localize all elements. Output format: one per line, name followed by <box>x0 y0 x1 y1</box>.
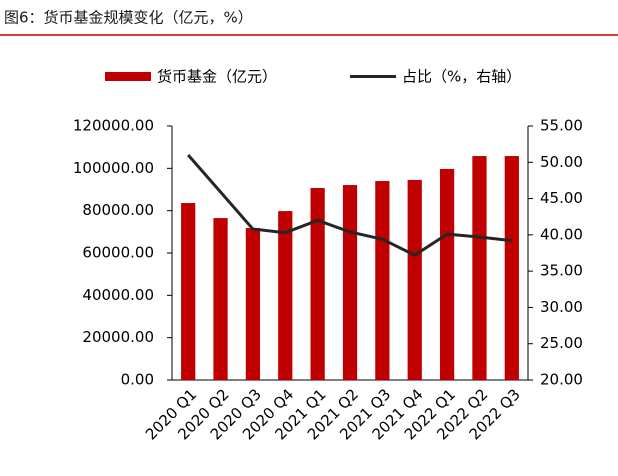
y-tick-label: 40000.00 <box>82 286 154 304</box>
line <box>187 154 512 257</box>
y2-tick-label: 35.00 <box>540 262 583 280</box>
bar <box>439 168 455 380</box>
y2-tick-label: 25.00 <box>540 334 583 352</box>
bar <box>375 181 390 380</box>
y2-tick-label: 50.00 <box>540 153 583 171</box>
y-tick-label: 20000.00 <box>82 328 154 346</box>
bar <box>278 211 293 380</box>
y2-tick-label: 45.00 <box>540 189 583 207</box>
bar <box>504 156 519 380</box>
y-tick-label: 0.00 <box>121 371 154 389</box>
y2-tick-label: 40.00 <box>540 225 583 243</box>
y2-tick-label: 20.00 <box>540 371 583 389</box>
y-tick-label: 120000.00 <box>73 117 154 135</box>
y2-tick-label: 30.00 <box>540 298 583 316</box>
legend-swatch <box>105 72 151 81</box>
legend-label: 占比（%，右轴） <box>402 68 521 86</box>
bar <box>472 156 487 380</box>
bar <box>342 185 358 380</box>
y-tick-label: 80000.00 <box>82 201 154 219</box>
bar <box>245 228 261 380</box>
bar <box>407 179 422 380</box>
bar <box>213 218 228 380</box>
y2-tick-label: 55.00 <box>540 117 583 135</box>
bar <box>181 203 196 380</box>
chart-title: 图6：货币基金规模变化（亿元，%） <box>4 9 253 27</box>
legend-label: 货币基金（亿元） <box>157 68 277 86</box>
y-tick-label: 60000.00 <box>82 244 154 262</box>
y-tick-label: 100000.00 <box>73 159 154 177</box>
bar <box>310 188 325 380</box>
